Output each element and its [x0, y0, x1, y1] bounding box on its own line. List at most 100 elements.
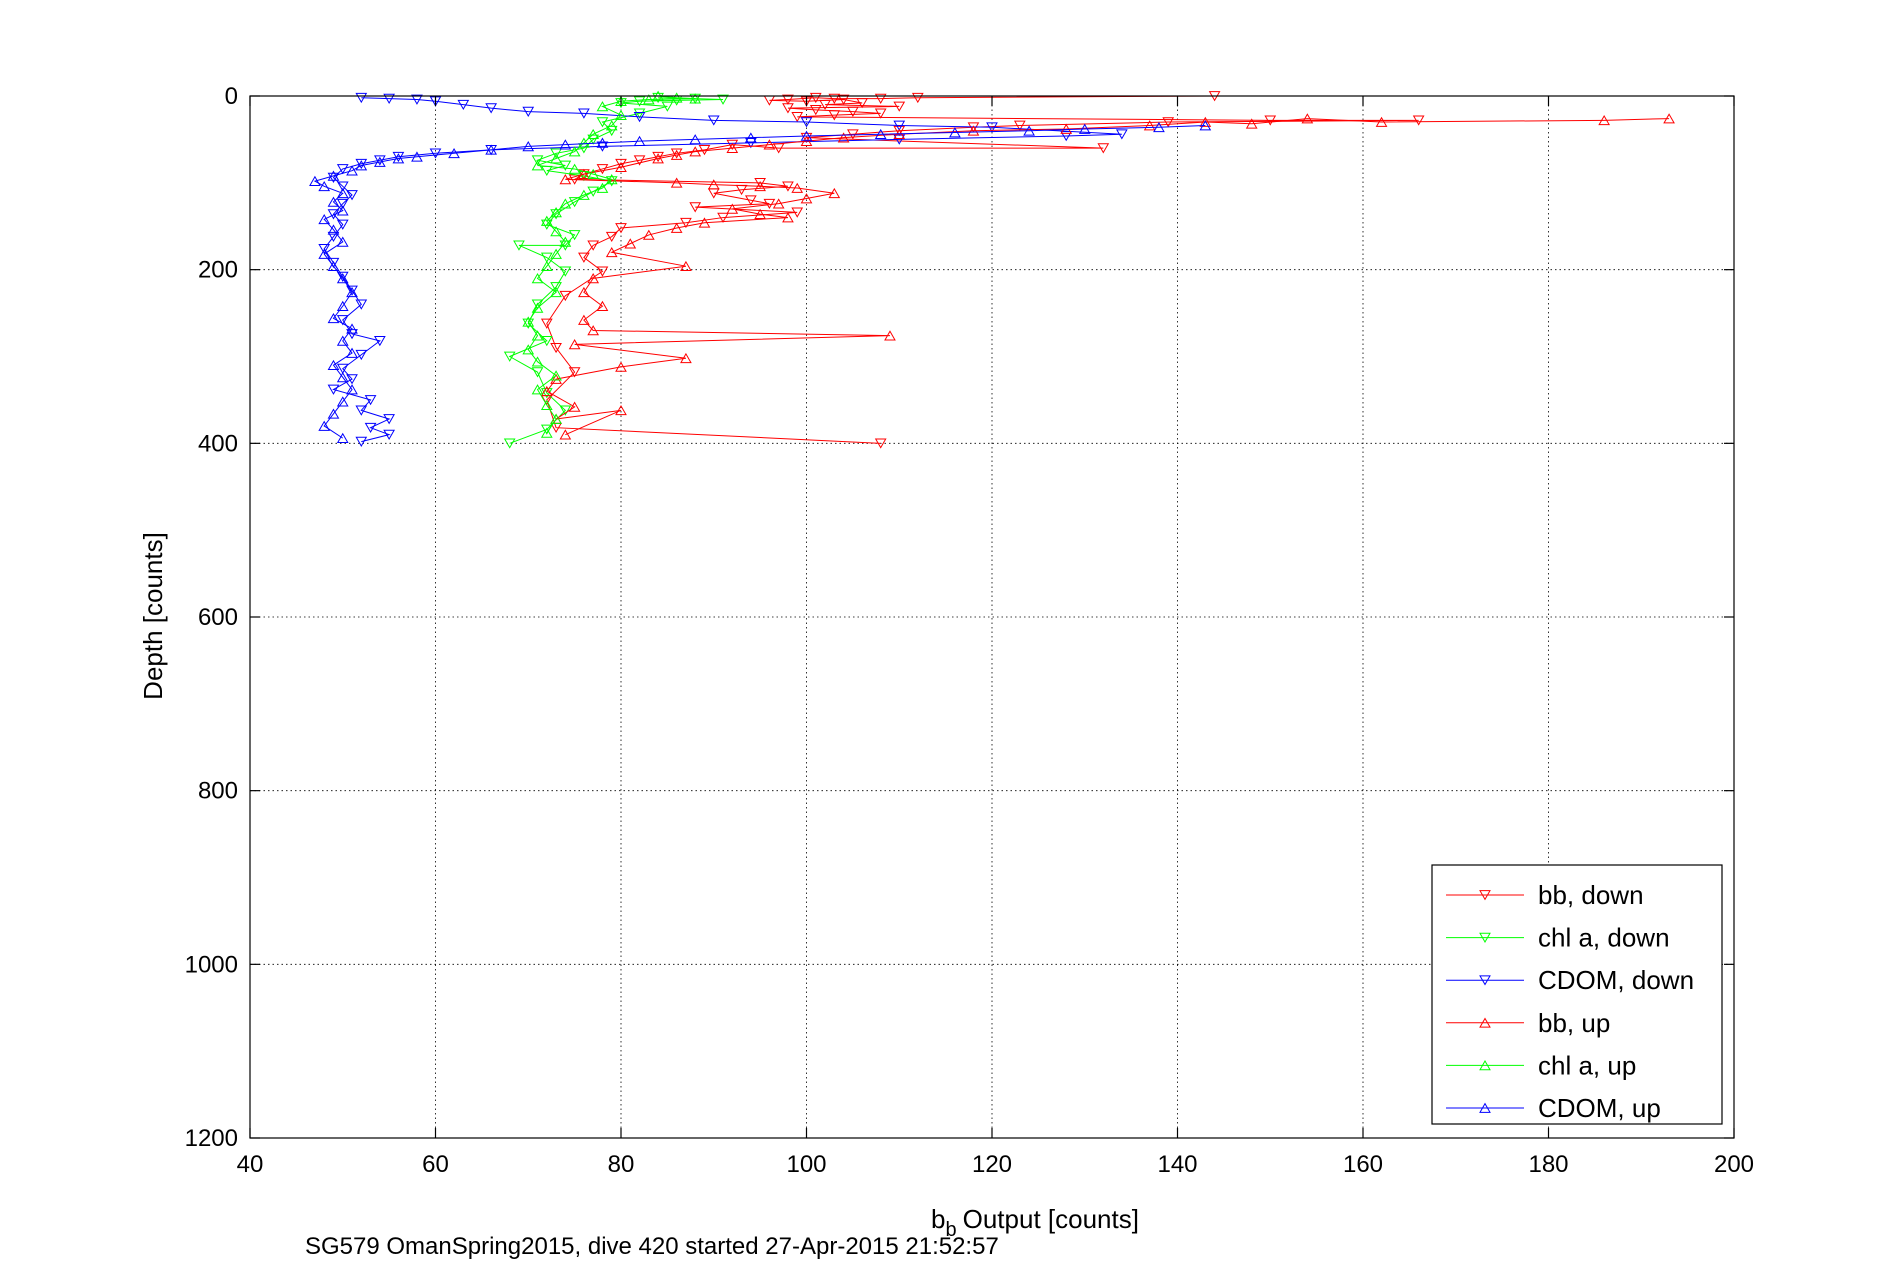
- data-point: [540, 215, 553, 226]
- data-point: [800, 130, 813, 141]
- data-point: [336, 219, 349, 230]
- series-4: [522, 90, 702, 438]
- data-point: [680, 260, 692, 272]
- data-point: [1013, 120, 1026, 131]
- data-point: [689, 93, 702, 104]
- data-point: [670, 222, 683, 233]
- data-point: [605, 231, 618, 243]
- data-point: [772, 198, 785, 209]
- data-point: [457, 99, 470, 111]
- data-point: [661, 101, 674, 112]
- data-point: [559, 405, 572, 416]
- data-point: [633, 108, 646, 119]
- data-point: [652, 92, 664, 104]
- data-point: [364, 395, 377, 406]
- data-point: [605, 120, 618, 131]
- data-point: [559, 160, 572, 171]
- data-point: [531, 299, 544, 310]
- data-point: [336, 363, 349, 375]
- legend-label: bb, down: [1538, 880, 1644, 910]
- data-point: [559, 290, 572, 302]
- data-point: [800, 117, 813, 128]
- data-point: [837, 94, 850, 105]
- data-point: [578, 137, 590, 148]
- data-point: [1375, 116, 1388, 127]
- data-point: [1060, 123, 1073, 134]
- data-point: [652, 153, 664, 164]
- data-point: [782, 103, 794, 114]
- data-point: [578, 314, 590, 325]
- data-point: [698, 144, 711, 156]
- series-line: [546, 118, 1670, 436]
- legend-marker: [1479, 1102, 1491, 1113]
- data-point: [800, 132, 813, 144]
- data-point: [633, 96, 646, 107]
- data-point: [318, 420, 331, 431]
- legend-entry: CDOM, up: [1446, 1093, 1661, 1123]
- data-point: [819, 99, 831, 111]
- data-point: [596, 101, 609, 112]
- data-point: [531, 272, 544, 284]
- x-tick-label: 80: [608, 1151, 635, 1178]
- data-point: [1143, 120, 1156, 131]
- legend-label: CDOM, down: [1538, 965, 1694, 995]
- data-point: [411, 94, 423, 105]
- y-tick-label: 600: [198, 604, 238, 631]
- data-point: [911, 92, 924, 104]
- data-point: [336, 164, 349, 175]
- data-point: [336, 271, 349, 282]
- y-tick-label: 1200: [185, 1125, 238, 1152]
- data-point: [763, 198, 776, 210]
- data-point: [1097, 143, 1110, 154]
- data-point: [1060, 131, 1073, 142]
- data-point: [615, 223, 627, 234]
- data-point: [485, 103, 498, 114]
- data-point: [670, 148, 683, 159]
- data-point: [355, 299, 368, 310]
- data-point: [782, 94, 794, 105]
- data-point: [874, 128, 887, 140]
- data-point: [670, 177, 683, 188]
- legend-entry: CDOM, down: [1446, 965, 1694, 995]
- data-point: [587, 325, 600, 336]
- data-point: [791, 111, 804, 123]
- legend-label: CDOM, up: [1538, 1093, 1661, 1123]
- data-point: [522, 106, 535, 117]
- legend-label: chl a, up: [1538, 1050, 1636, 1080]
- data-point: [559, 198, 572, 209]
- chart-footer: SG579 OmanSpring2015, dive 420 started 2…: [305, 1233, 999, 1260]
- data-point: [652, 151, 664, 163]
- data-point: [847, 129, 859, 140]
- data-point: [809, 105, 822, 116]
- data-point: [540, 318, 553, 329]
- data-point: [596, 182, 609, 193]
- data-point: [411, 151, 423, 162]
- data-point: [642, 94, 655, 105]
- data-point: [800, 135, 813, 147]
- data-point: [540, 399, 553, 410]
- data-point: [336, 396, 349, 407]
- data-point: [392, 153, 405, 164]
- data-point: [615, 361, 627, 372]
- data-point: [828, 187, 841, 199]
- data-point: [336, 371, 349, 383]
- data-point: [540, 336, 553, 347]
- data-point: [531, 302, 544, 313]
- data-point: [336, 300, 349, 311]
- series-line: [323, 97, 1122, 443]
- y-tick-label: 400: [198, 430, 238, 457]
- data-point: [1663, 113, 1675, 124]
- data-point: [355, 405, 368, 416]
- data-point: [754, 177, 766, 189]
- data-point: [327, 408, 340, 419]
- data-point: [346, 190, 358, 201]
- data-point: [327, 312, 340, 324]
- data-point: [633, 135, 646, 147]
- data-point: [670, 92, 683, 103]
- data-point: [782, 181, 794, 192]
- data-point: [596, 266, 609, 277]
- data-point: [318, 180, 331, 192]
- data-point: [550, 248, 562, 259]
- data-point: [791, 207, 804, 218]
